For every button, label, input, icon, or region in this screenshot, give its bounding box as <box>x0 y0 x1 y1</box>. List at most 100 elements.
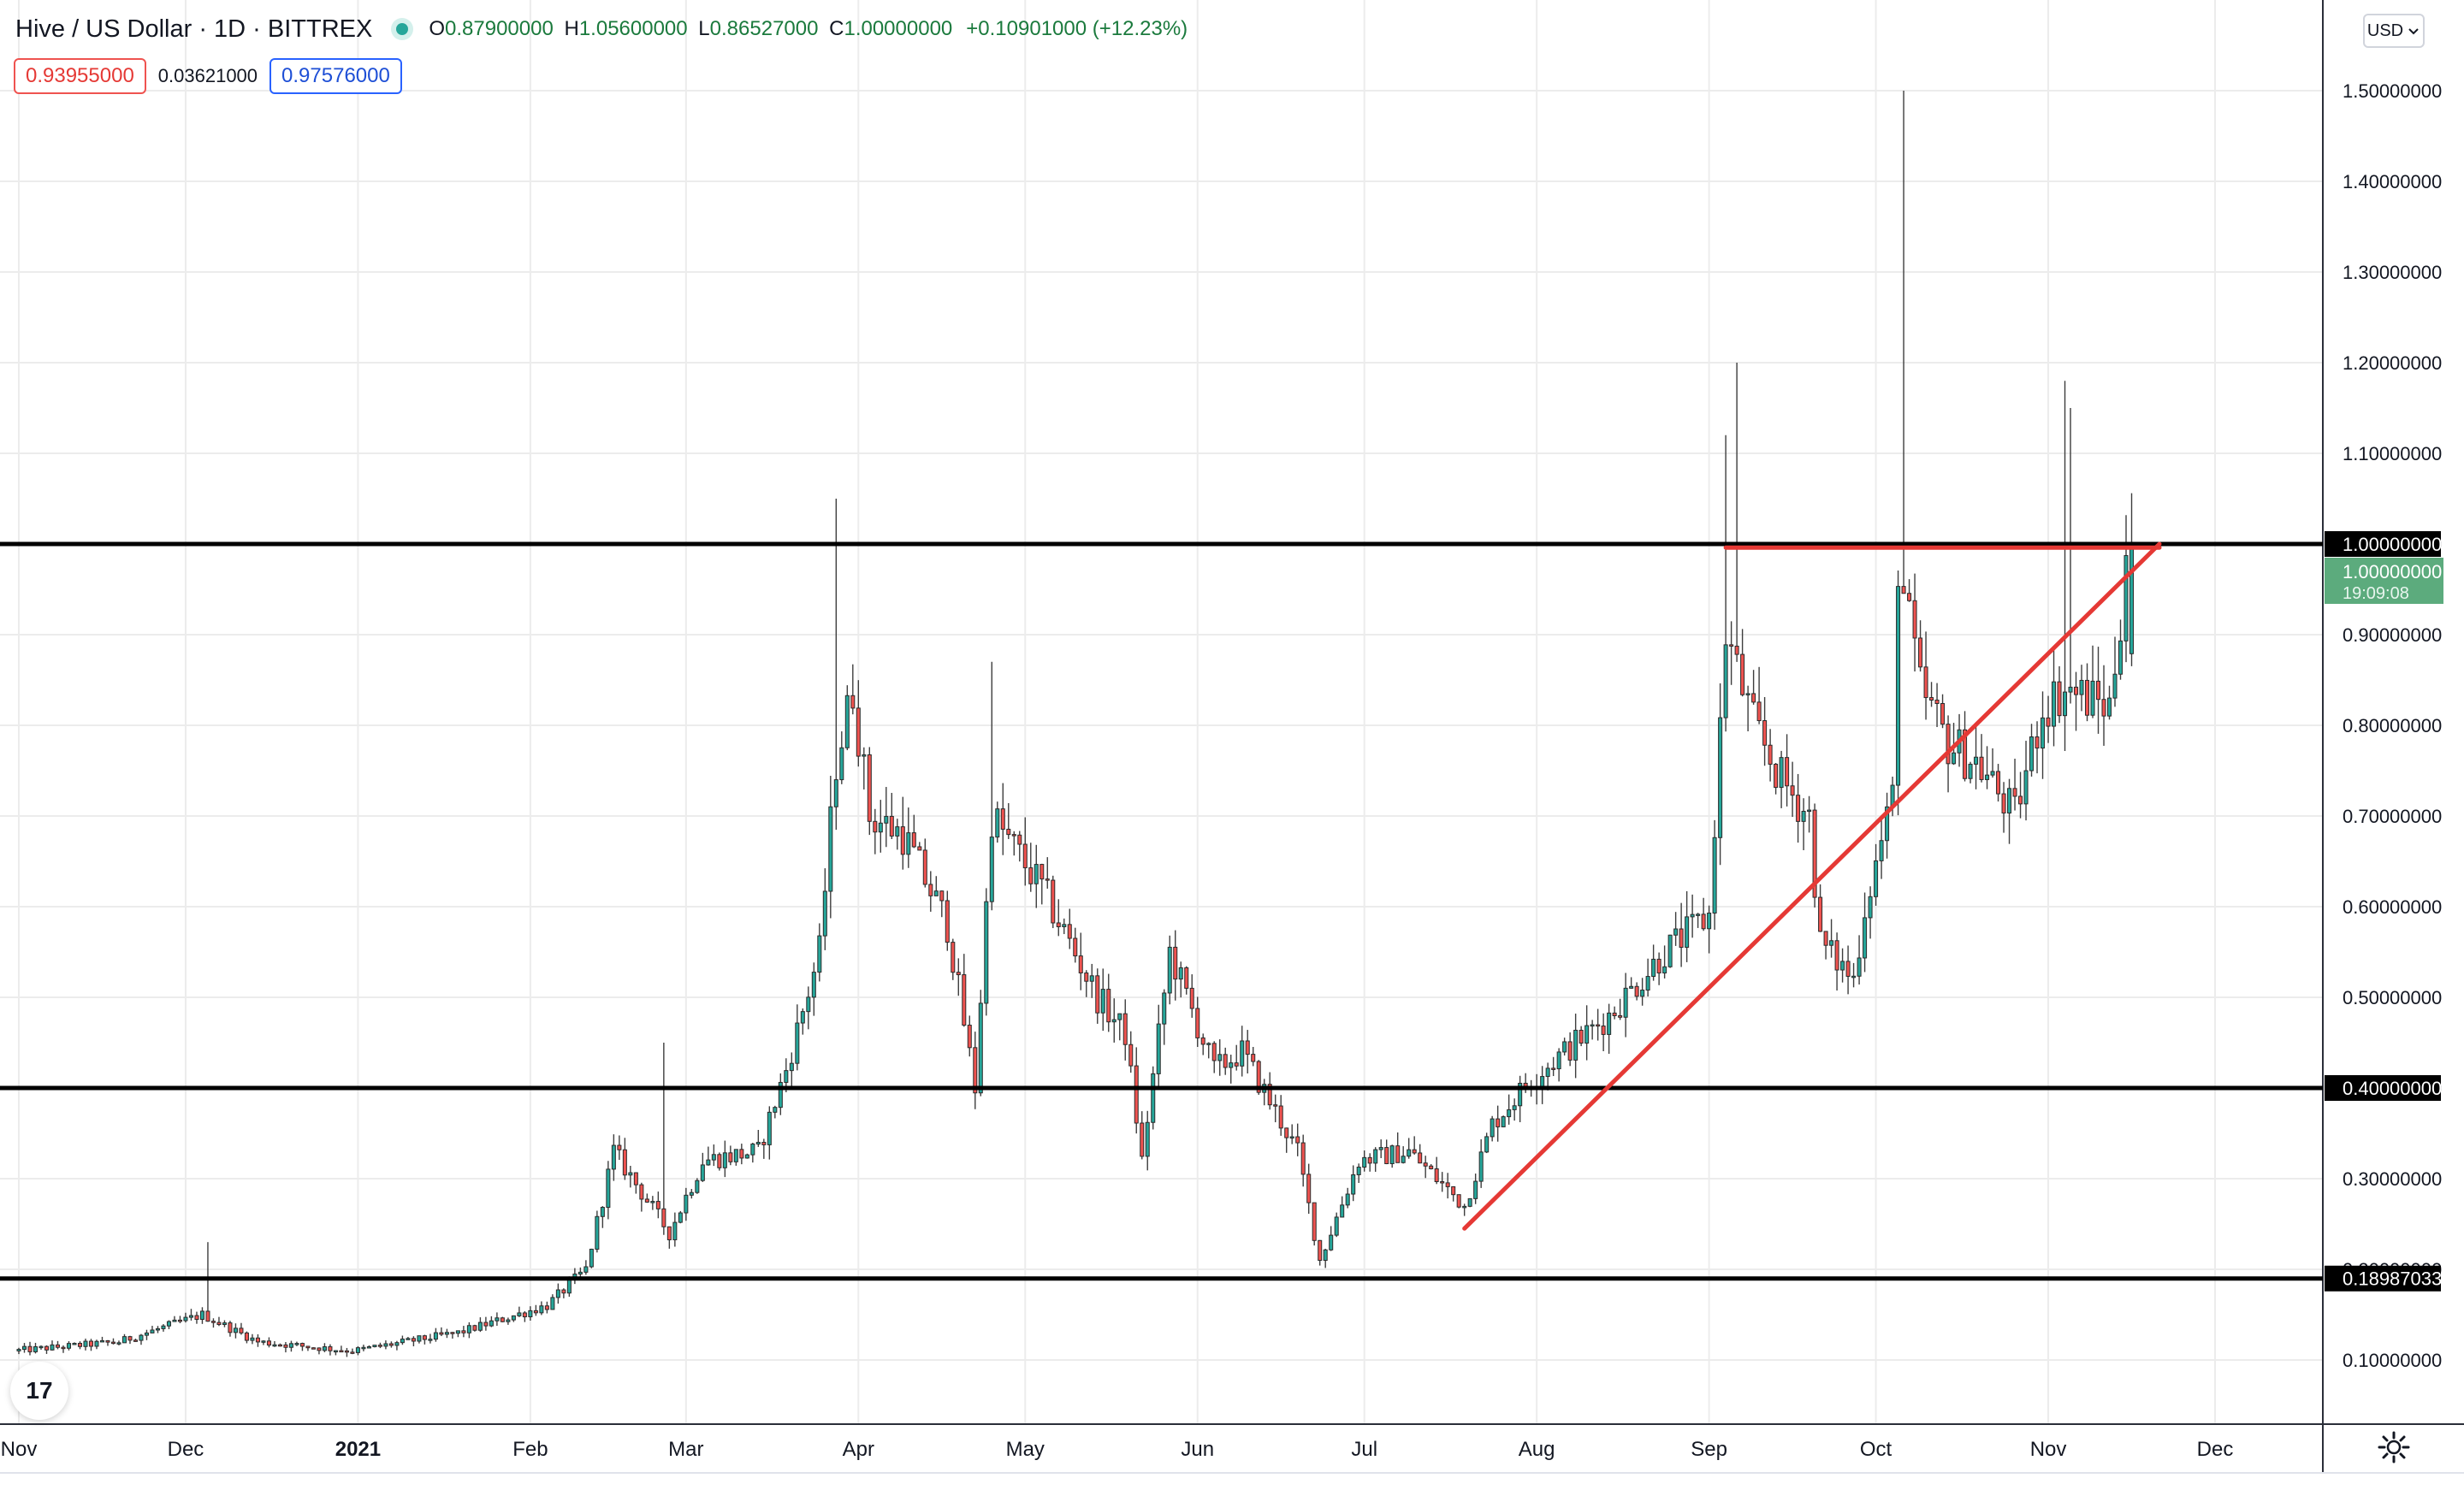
candle[interactable] <box>133 1338 138 1342</box>
candle[interactable] <box>350 1348 355 1355</box>
candle[interactable] <box>411 1336 416 1346</box>
candle[interactable] <box>311 1347 316 1350</box>
candle[interactable] <box>1473 1174 1478 1204</box>
candle[interactable] <box>2090 645 2095 718</box>
candle[interactable] <box>1111 998 1116 1043</box>
candle[interactable] <box>1084 970 1089 997</box>
candle[interactable] <box>1685 890 1690 962</box>
candle[interactable] <box>1662 945 1667 979</box>
candle[interactable] <box>956 958 961 996</box>
candle[interactable] <box>121 1333 127 1344</box>
candle[interactable] <box>428 1333 433 1344</box>
candle[interactable] <box>366 1345 371 1349</box>
candle[interactable] <box>1134 1047 1139 1134</box>
candle[interactable] <box>739 1144 744 1165</box>
candle[interactable] <box>1518 1075 1523 1122</box>
candle[interactable] <box>1340 1196 1345 1218</box>
candle[interactable] <box>339 1345 344 1353</box>
candle[interactable] <box>1963 711 1968 782</box>
candle[interactable] <box>1056 899 1061 937</box>
candle[interactable] <box>1723 435 1728 732</box>
candle[interactable] <box>933 876 939 896</box>
candle[interactable] <box>906 807 911 868</box>
candle[interactable] <box>317 1347 322 1355</box>
candle[interactable] <box>1045 857 1050 889</box>
candle[interactable] <box>155 1326 160 1333</box>
candle[interactable] <box>1734 363 1739 662</box>
candle[interactable] <box>394 1340 400 1351</box>
candle[interactable] <box>628 1166 633 1188</box>
candle[interactable] <box>1245 1030 1250 1073</box>
candle[interactable] <box>1940 694 1946 729</box>
candle[interactable] <box>895 819 900 850</box>
candle[interactable] <box>1051 875 1056 929</box>
candle[interactable] <box>2001 782 2006 833</box>
candle[interactable] <box>244 1331 249 1344</box>
candle[interactable] <box>1200 1033 1205 1055</box>
candle[interactable] <box>1985 746 1990 789</box>
candle[interactable] <box>1478 1138 1484 1188</box>
candle[interactable] <box>1556 1048 1561 1082</box>
candle[interactable] <box>1206 1042 1211 1059</box>
candle[interactable] <box>889 792 894 840</box>
candle[interactable] <box>650 1196 655 1210</box>
candle[interactable] <box>973 1032 978 1109</box>
symbol-title[interactable]: Hive / US Dollar · 1D · BITTREX <box>15 15 373 43</box>
candle[interactable] <box>984 888 989 1016</box>
candle[interactable] <box>83 1339 88 1351</box>
candle[interactable] <box>1918 620 1923 672</box>
candle[interactable] <box>1323 1248 1328 1268</box>
candle[interactable] <box>361 1345 366 1351</box>
candle[interactable] <box>1022 817 1028 886</box>
candle[interactable] <box>377 1342 382 1349</box>
trend-line[interactable] <box>1462 541 2162 1231</box>
candle[interactable] <box>2052 648 2057 747</box>
candle[interactable] <box>2007 778 2012 844</box>
candle[interactable] <box>951 938 956 980</box>
price-axis[interactable]: 0.100000000.200000000.300000000.40000000… <box>2325 80 2443 1371</box>
candle[interactable] <box>1607 1003 1612 1055</box>
candle[interactable] <box>322 1343 327 1352</box>
candle[interactable] <box>50 1340 55 1351</box>
candle[interactable] <box>672 1212 678 1247</box>
candle[interactable] <box>1456 1194 1461 1209</box>
candle[interactable] <box>1501 1115 1506 1127</box>
candle[interactable] <box>2057 665 2062 724</box>
candle[interactable] <box>2074 671 2079 731</box>
candle[interactable] <box>967 1015 972 1057</box>
candle[interactable] <box>1401 1146 1406 1164</box>
candle[interactable] <box>533 1304 538 1316</box>
candle[interactable] <box>867 747 872 836</box>
candle[interactable] <box>806 986 811 1030</box>
candle[interactable] <box>2118 619 2123 680</box>
candle[interactable] <box>472 1324 477 1332</box>
candle[interactable] <box>172 1316 177 1322</box>
candle[interactable] <box>561 1288 566 1298</box>
candle[interactable] <box>1690 894 1695 938</box>
candle[interactable] <box>261 1339 266 1345</box>
candle[interactable] <box>1423 1156 1428 1179</box>
candle[interactable] <box>666 1226 672 1249</box>
candle[interactable] <box>1718 683 1723 866</box>
candle[interactable] <box>589 1248 594 1268</box>
candle[interactable] <box>539 1301 544 1316</box>
candle[interactable] <box>77 1341 83 1350</box>
candle[interactable] <box>483 1316 489 1331</box>
candle[interactable] <box>1062 918 1067 935</box>
candle[interactable] <box>1785 734 1790 807</box>
candle[interactable] <box>266 1337 271 1348</box>
candle[interactable] <box>1484 1132 1490 1154</box>
candle[interactable] <box>1868 886 1873 939</box>
candle[interactable] <box>1217 1039 1223 1076</box>
candle[interactable] <box>761 1138 767 1159</box>
candle[interactable] <box>150 1326 155 1333</box>
candle[interactable] <box>550 1294 555 1310</box>
candle[interactable] <box>1362 1150 1367 1172</box>
candle[interactable] <box>1184 966 1189 995</box>
candle[interactable] <box>839 731 844 784</box>
candle[interactable] <box>139 1333 144 1345</box>
candle[interactable] <box>228 1321 233 1337</box>
candle[interactable] <box>477 1317 483 1333</box>
candle[interactable] <box>1729 621 1734 685</box>
candle[interactable] <box>617 1135 622 1161</box>
